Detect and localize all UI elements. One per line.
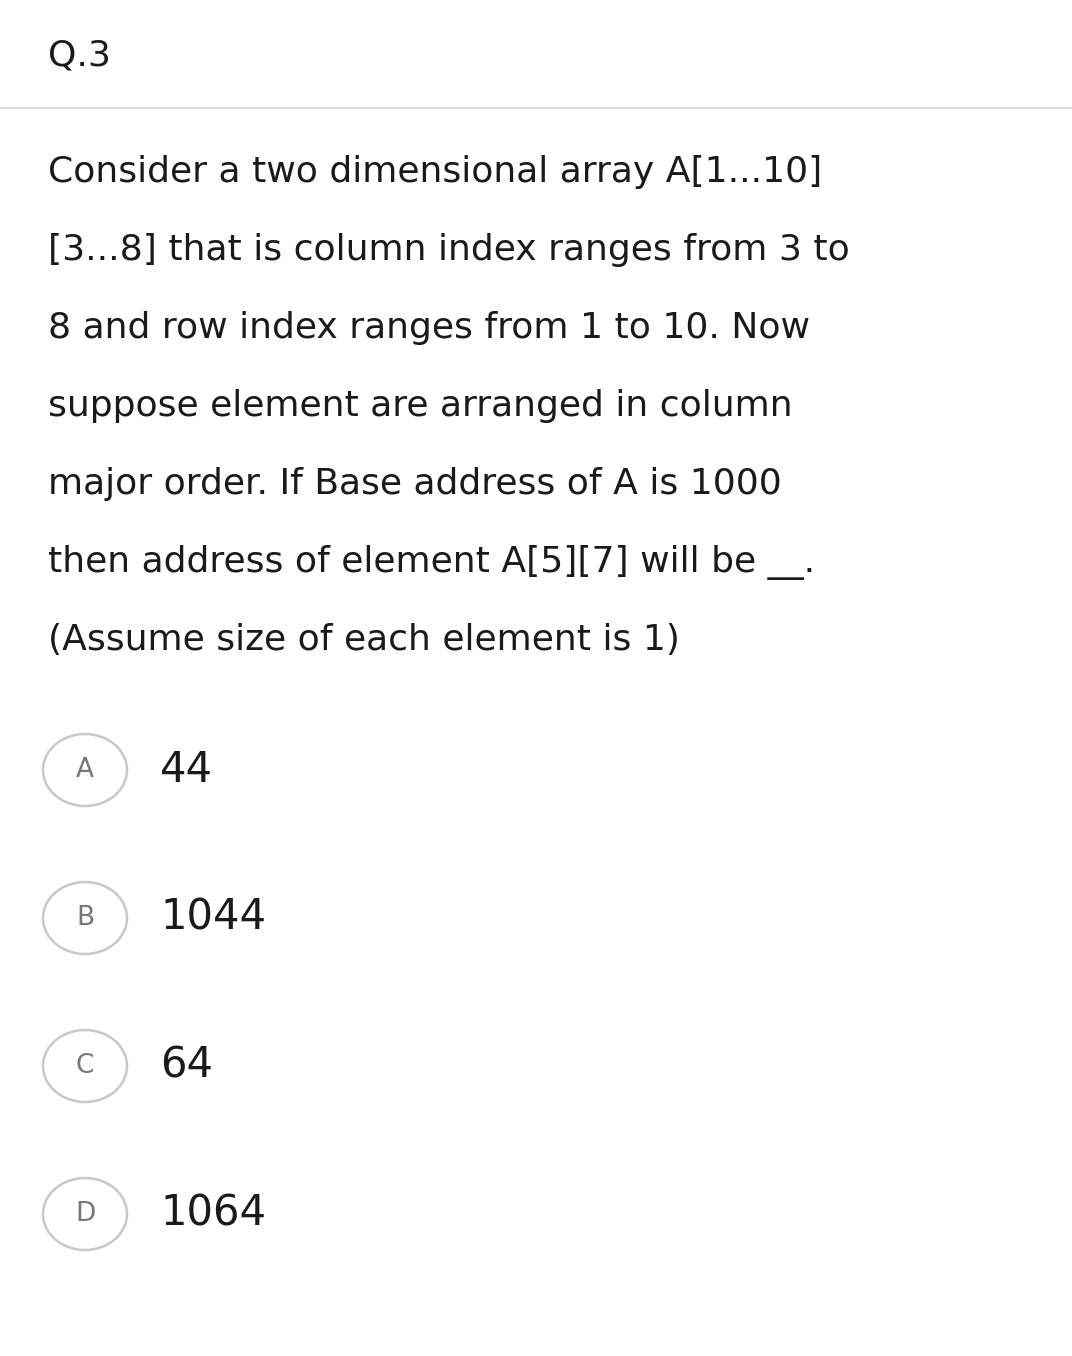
- Text: 1064: 1064: [160, 1193, 266, 1235]
- Text: 64: 64: [160, 1045, 213, 1088]
- Text: A: A: [76, 757, 94, 782]
- Text: 1044: 1044: [160, 898, 266, 938]
- Text: 44: 44: [160, 749, 213, 791]
- Text: Q.3: Q.3: [48, 38, 110, 72]
- Text: C: C: [76, 1054, 94, 1079]
- Text: B: B: [76, 904, 94, 932]
- Text: Consider a two dimensional array A[1...10]: Consider a two dimensional array A[1...1…: [48, 155, 822, 188]
- Text: D: D: [75, 1201, 95, 1227]
- Text: major order. If Base address of A is 1000: major order. If Base address of A is 100…: [48, 466, 781, 500]
- Text: suppose element are arranged in column: suppose element are arranged in column: [48, 389, 792, 423]
- Text: (Assume size of each element is 1): (Assume size of each element is 1): [48, 622, 680, 658]
- Text: then address of element A[5][7] will be __.: then address of element A[5][7] will be …: [48, 545, 815, 580]
- Text: [3...8] that is column index ranges from 3 to: [3...8] that is column index ranges from…: [48, 233, 850, 267]
- Text: 8 and row index ranges from 1 to 10. Now: 8 and row index ranges from 1 to 10. Now: [48, 311, 810, 344]
